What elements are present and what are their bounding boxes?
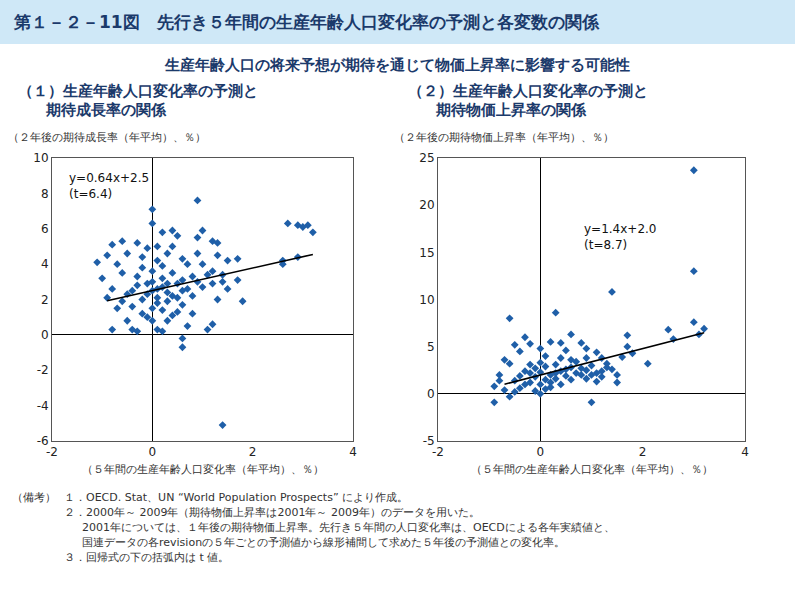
svg-text:2: 2 — [41, 293, 49, 307]
svg-text:-4: -4 — [37, 399, 49, 413]
html-text:期待物価上昇率の関係: 期待物価上昇率の関係 — [436, 101, 586, 119]
svg-text:20: 20 — [419, 198, 434, 212]
svg-text:15: 15 — [419, 246, 434, 260]
svg-text:4: 4 — [349, 445, 357, 459]
html-text:期待成長率の関係: 期待成長率の関係 — [46, 101, 166, 119]
svg-text:8: 8 — [41, 187, 49, 201]
svg-text:-2: -2 — [432, 445, 444, 459]
html-text:（２）生産年齢人口変化率の予測と: （２）生産年齢人口変化率の予測と — [408, 82, 648, 100]
svg-text:4: 4 — [741, 445, 749, 459]
svg-text:5: 5 — [427, 340, 435, 354]
html-text:（５年間の生産年齢人口変化率（年平均）、％）: （５年間の生産年齢人口変化率（年平均）、％） — [81, 463, 324, 476]
svg-text:y=0.64x+2.5(t=6.4): y=0.64x+2.5(t=6.4) — [69, 171, 149, 201]
html-text:（備考）: （備考） — [12, 491, 56, 504]
svg-text:0: 0 — [427, 387, 435, 401]
html-text:（２年後の期待成長率（年平均）、％）: （２年後の期待成長率（年平均）、％） — [8, 131, 206, 144]
svg-text:-2: -2 — [37, 363, 49, 377]
html-text:国連データの各revisionの５年ごとの予測値から線形補間: 国連データの各revisionの５年ごとの予測値から線形補間して求めた５年後の予… — [82, 536, 566, 549]
html-text:（１）生産年齢人口変化率の予測と: （１）生産年齢人口変化率の予測と — [18, 82, 258, 100]
html-text:２．2000年～ 2009年（期待物価上昇率は2001年～: ２．2000年～ 2009年（期待物価上昇率は2001年～ 2009年）のデータ… — [64, 506, 480, 519]
html-text:（２年後の期待物価上昇率（年平均）、％）: （２年後の期待物価上昇率（年平均）、％） — [394, 131, 614, 144]
svg-text:-5: -5 — [423, 434, 435, 448]
svg-text:0: 0 — [41, 328, 49, 342]
html-text:３．回帰式の下の括弧内は t 値。: ３．回帰式の下の括弧内は t 値。 — [64, 551, 230, 564]
html-text:１．OECD. Stat、UN “World Populat: １．OECD. Stat、UN “World Population Prospe… — [64, 491, 409, 504]
html-text:（５年間の生産年齢人口変化率（年平均）、％）: （５年間の生産年齢人口変化率（年平均）、％） — [470, 463, 713, 476]
svg-text:2: 2 — [639, 445, 647, 459]
html-text:生産年齢人口の将来予想が期待を通じて物価上昇率に影響する可能: 生産年齢人口の将来予想が期待を通じて物価上昇率に影響する可能性 — [165, 56, 630, 74]
svg-text:6: 6 — [41, 222, 49, 236]
svg-text:0: 0 — [149, 445, 157, 459]
svg-text:10: 10 — [33, 151, 48, 165]
svg-text:0: 0 — [537, 445, 545, 459]
svg-text:10: 10 — [419, 293, 434, 307]
svg-text:25: 25 — [419, 151, 434, 165]
html-text:第１－２－11図 先行き５年間の生産年齢人口変化率の予測と各: 第１－２－11図 先行き５年間の生産年齢人口変化率の予測と各変数の関係 — [14, 12, 599, 32]
svg-text:4: 4 — [41, 257, 49, 271]
svg-text:-6: -6 — [37, 434, 49, 448]
svg-text:y=1.4x+2.0(t=8.7): y=1.4x+2.0(t=8.7) — [584, 222, 656, 252]
svg-text:2: 2 — [249, 445, 257, 459]
svg-text:-2: -2 — [46, 445, 58, 459]
html-text:2001年については、１年後の期待物価上昇率。先行き５年間の: 2001年については、１年後の期待物価上昇率。先行き５年間の人口変化率は、OEC… — [82, 521, 615, 534]
